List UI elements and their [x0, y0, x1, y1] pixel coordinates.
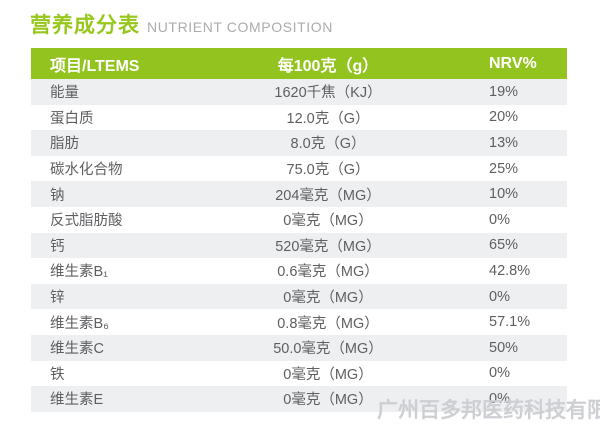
- cell-per-100g: 520毫克（MG）: [275, 238, 381, 255]
- cell-per-100g: 0.8毫克（MG）: [277, 315, 379, 332]
- table-row: 蛋白质 12.0克（G） 20%: [31, 104, 567, 131]
- cell-per-100g: 1620千焦（KJ）: [274, 85, 382, 102]
- cell-per-100g: 0毫克（MG）: [283, 392, 373, 409]
- cell-item: 锌: [50, 290, 65, 307]
- cell-item: 钙: [50, 238, 65, 255]
- cell-nrv: 0%: [489, 365, 510, 382]
- cell-per-100g: 0毫克（MG）: [283, 290, 373, 307]
- cell-per-100g: 204毫克（MG）: [275, 187, 381, 204]
- cell-per-100g: 0.6毫克（MG）: [277, 264, 379, 281]
- table-row: 碳水化合物 75.0克（G） 25%: [31, 155, 567, 182]
- table-row: 反式脂肪酸 0毫克（MG） 0%: [31, 206, 567, 233]
- header-item: 项目/LTEMS: [50, 57, 140, 75]
- table-row: 维生素C 50.0毫克（MG） 50%: [31, 334, 567, 361]
- cell-nrv: 19%: [489, 83, 519, 100]
- cell-nrv: 25%: [489, 160, 519, 177]
- cell-item: 维生素B₆: [50, 315, 110, 332]
- cell-item: 反式脂肪酸: [50, 213, 123, 230]
- cell-nrv: 10%: [489, 186, 519, 203]
- table-row: 锌 0毫克（MG） 0%: [31, 283, 567, 310]
- title-chinese: 营养成分表: [30, 14, 140, 37]
- table-row: 维生素B₆ 0.8毫克（MG） 57.1%: [31, 309, 567, 335]
- table-row: 铁 0毫克（MG） 0%: [31, 360, 567, 387]
- cell-per-100g: 50.0毫克（MG）: [273, 341, 383, 358]
- cell-nrv: 20%: [489, 109, 519, 126]
- table-header-row: 项目/LTEMS 每100克（g） NRV%: [31, 48, 567, 79]
- cell-item: 脂肪: [50, 136, 79, 153]
- table-row: 脂肪 8.0克（G） 13%: [31, 130, 567, 156]
- header-nrv: NRV%: [489, 54, 537, 72]
- cell-nrv: 50%: [489, 339, 519, 356]
- cell-item: 碳水化合物: [50, 162, 123, 179]
- cell-nrv: 0%: [489, 211, 510, 228]
- cell-nrv: 0%: [489, 390, 510, 407]
- cell-item: 维生素B₁: [50, 264, 109, 281]
- cell-item: 钠: [50, 187, 65, 204]
- header-per-100g: 每100克（g）: [277, 57, 379, 75]
- cell-nrv: 13%: [489, 134, 519, 151]
- table-row: 钙 520毫克（MG） 65%: [31, 232, 567, 259]
- cell-item: 铁: [50, 366, 65, 383]
- cell-per-100g: 8.0克（G）: [290, 136, 366, 153]
- cell-item: 维生素C: [50, 341, 104, 358]
- cell-per-100g: 12.0克（G）: [286, 110, 370, 127]
- table-row: 维生素B₁ 0.6毫克（MG） 42.8%: [31, 258, 567, 284]
- cell-nrv: 65%: [489, 237, 519, 254]
- nutrition-table: 项目/LTEMS 每100克（g） NRV% 能量 1620千焦（KJ） 19% 蛋白…: [31, 48, 567, 412]
- table-body: 能量 1620千焦（KJ） 19% 蛋白质 12.0克（G） 20% 脂肪 8.0克（G） 13…: [31, 79, 567, 412]
- cell-nrv: 57.1%: [489, 314, 531, 331]
- cell-per-100g: 75.0克（G）: [286, 162, 370, 179]
- cell-per-100g: 0毫克（MG）: [283, 213, 373, 230]
- table-row: 维生素E 0毫克（MG） 0%: [31, 386, 567, 412]
- page-title: 营养成分表 NUTRIENT COMPOSITION: [30, 9, 333, 39]
- table-row: 能量 1620千焦（KJ） 19%: [31, 79, 567, 105]
- cell-item: 能量: [50, 85, 79, 102]
- cell-item: 蛋白质: [50, 110, 94, 127]
- cell-nrv: 42.8%: [489, 262, 531, 279]
- table-row: 钠 204毫克（MG） 10%: [31, 181, 567, 207]
- title-english: NUTRIENT COMPOSITION: [147, 19, 333, 35]
- cell-per-100g: 0毫克（MG）: [283, 366, 373, 383]
- cell-item: 维生素E: [50, 392, 104, 409]
- cell-nrv: 0%: [489, 288, 510, 305]
